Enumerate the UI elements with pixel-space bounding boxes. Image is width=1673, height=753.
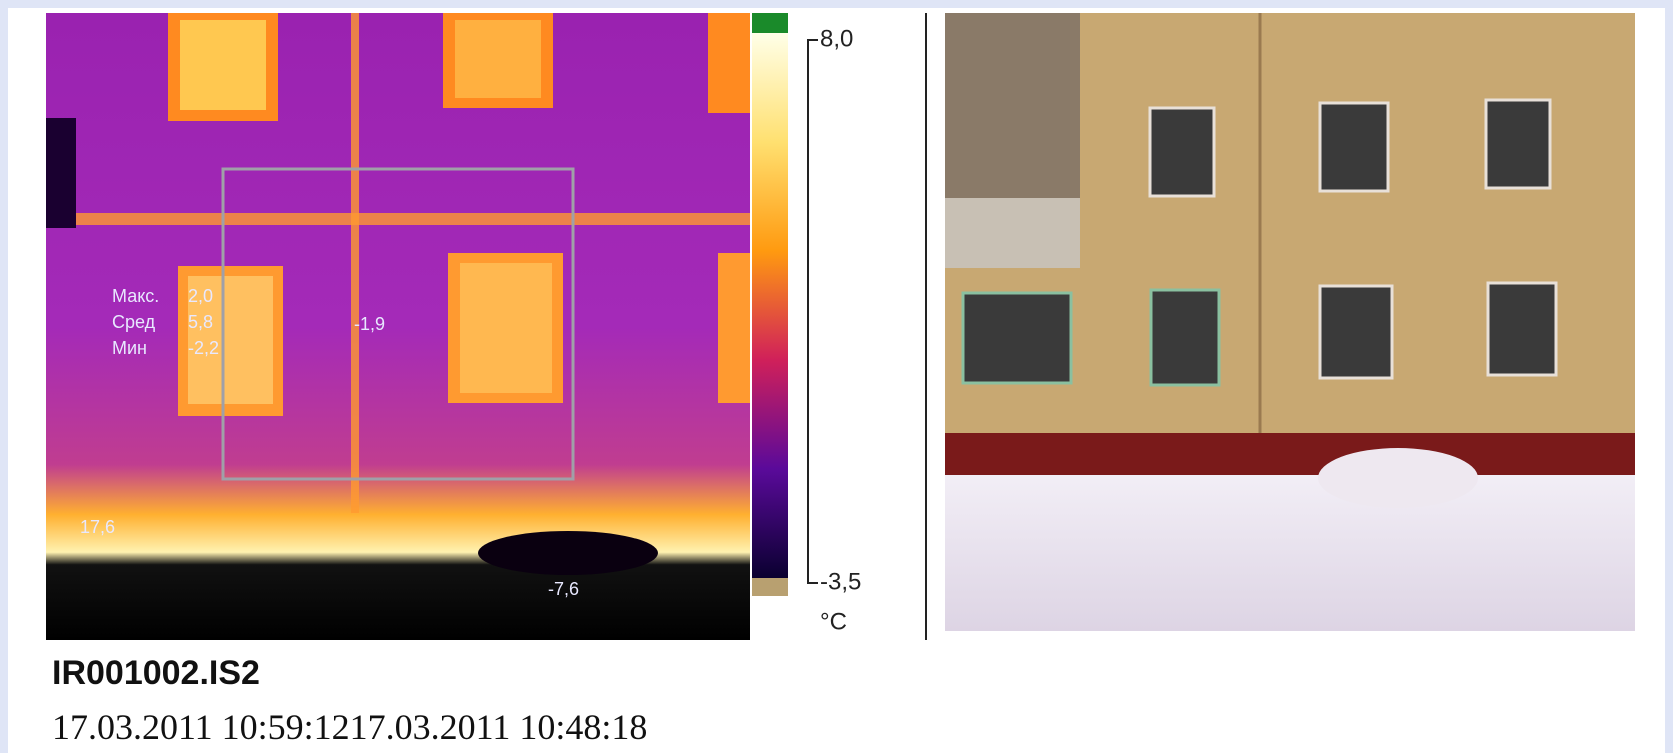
report-page: 8,0 -3,5 °C Макс. Сред Мин 2,0 5,8 -2,2 … <box>8 8 1665 753</box>
scale-unit: °C <box>820 608 847 635</box>
timestamps: 17.03.2011 10:59:1217.03.2011 10:48:18 <box>52 707 648 747</box>
spot-value: 17,6 <box>80 517 115 537</box>
scale-bracket <box>807 39 818 584</box>
stat-value: 2,0 <box>188 286 213 306</box>
stat-value: -2,2 <box>188 338 219 358</box>
images: 8,0 -3,5 °C Макс. Сред Мин 2,0 5,8 -2,2 … <box>46 13 1635 640</box>
stat-label: Мин <box>112 338 147 358</box>
scale-min: -3,5 <box>820 568 861 595</box>
colorbar <box>752 33 788 578</box>
visible-photo <box>945 13 1635 631</box>
colorbar-bottom <box>752 578 788 596</box>
stat-label: Макс. <box>112 286 159 306</box>
stat-value: 5,8 <box>188 312 213 332</box>
thermal-image <box>46 13 750 640</box>
spot-value: -7,6 <box>548 579 579 599</box>
stat-label: Сред <box>112 312 156 332</box>
colorbar-top <box>752 13 788 33</box>
center-value: -1,9 <box>354 314 385 334</box>
scale-max: 8,0 <box>820 25 853 52</box>
file-name: IR001002.IS2 <box>52 654 260 692</box>
